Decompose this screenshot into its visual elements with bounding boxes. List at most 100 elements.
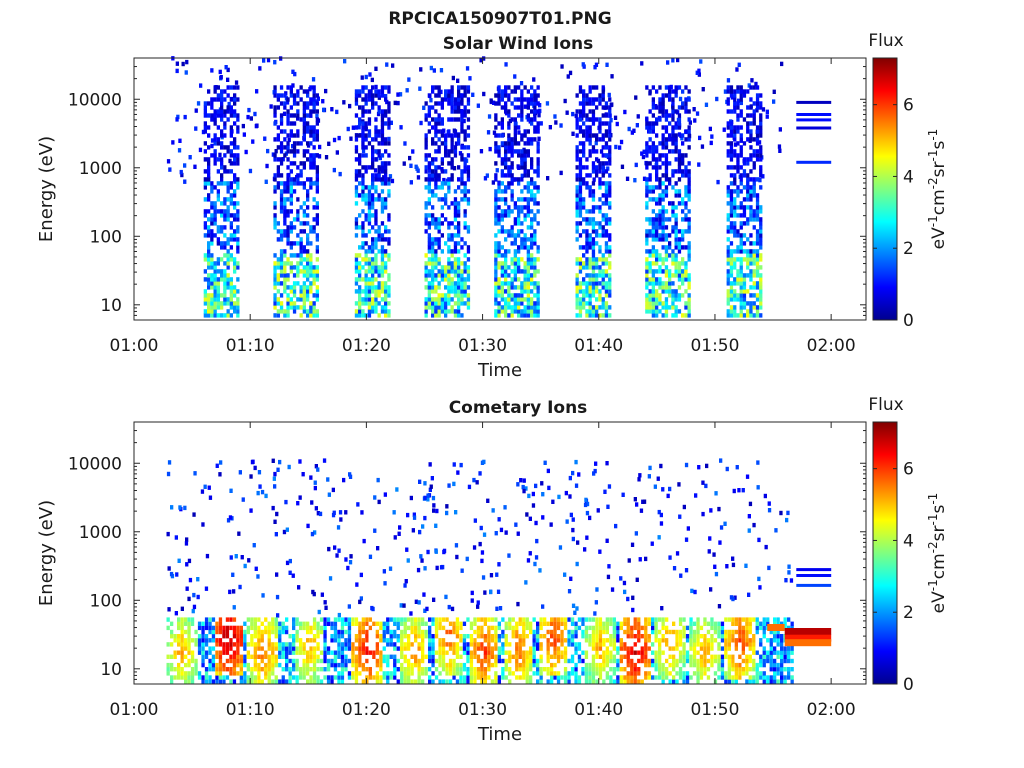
flux-cell <box>377 109 381 114</box>
flux-cell <box>424 165 428 170</box>
flux-cell <box>257 629 261 635</box>
flux-cell <box>393 535 397 540</box>
flux-cell <box>578 197 583 202</box>
flux-cell <box>507 213 511 218</box>
flux-cell <box>759 101 763 106</box>
flux-cell <box>687 137 691 142</box>
flux-cell <box>601 85 605 90</box>
flux-cell <box>504 257 508 262</box>
flux-cell <box>526 293 530 298</box>
flux-cell <box>215 650 219 655</box>
flux-cell <box>306 197 310 202</box>
flux-cell <box>274 662 278 668</box>
flux-cell <box>431 193 435 198</box>
flux-cell <box>566 74 570 79</box>
flux-cell <box>347 642 352 647</box>
flux-cell <box>733 153 737 158</box>
flux-cell <box>513 125 517 130</box>
flux-cell <box>293 71 297 77</box>
flux-cell <box>500 213 504 218</box>
flux-cell <box>279 93 284 98</box>
flux-cell <box>526 269 530 274</box>
flux-cell <box>170 634 174 639</box>
flux-cell <box>213 209 217 214</box>
flux-cell <box>530 281 534 286</box>
flux-cell <box>347 638 352 643</box>
flux-cell <box>507 281 511 286</box>
flux-cell <box>440 305 444 310</box>
flux-cell <box>239 675 243 680</box>
flux-cell <box>536 109 540 114</box>
flux-cell <box>226 273 230 278</box>
flux-cell <box>431 125 435 130</box>
flux-cell <box>444 285 448 290</box>
flux-cell <box>232 679 237 684</box>
flux-cell <box>246 662 250 668</box>
flux-cell <box>387 136 391 142</box>
flux-cell <box>575 305 579 310</box>
flux-cell <box>497 285 501 290</box>
flux-cell <box>729 273 734 278</box>
flux-cell <box>759 221 763 226</box>
flux-cell <box>296 241 300 246</box>
flux-cell <box>729 181 734 186</box>
flux-cell <box>648 185 652 190</box>
flux-cell <box>312 89 316 94</box>
flux-cell <box>236 97 240 102</box>
flux-cell <box>309 133 313 138</box>
flux-cell <box>755 309 760 314</box>
flux-cell <box>440 169 444 174</box>
flux-cell <box>736 101 740 106</box>
flux-cell <box>664 153 669 158</box>
flux-cell <box>460 285 464 290</box>
flux-cell <box>302 117 306 122</box>
flux-cell <box>435 565 439 571</box>
flux-cell <box>377 141 381 146</box>
flux-cell <box>497 265 501 270</box>
flux-cell <box>295 638 299 643</box>
flux-cell <box>354 137 359 142</box>
flux-cell <box>283 221 287 226</box>
flux-cell <box>276 281 280 286</box>
flux-cell <box>427 293 431 298</box>
flux-cell <box>664 245 669 250</box>
flux-cell <box>226 518 231 523</box>
flux-cell <box>315 153 319 158</box>
flux-cell <box>526 289 530 294</box>
flux-cell <box>497 277 501 282</box>
flux-cell <box>568 494 572 499</box>
flux-cell <box>210 277 214 282</box>
flux-cell <box>575 273 579 278</box>
flux-cell <box>671 261 675 266</box>
flux-cell <box>749 85 753 90</box>
flux-cell <box>371 273 375 278</box>
flux-cell <box>687 257 691 262</box>
flux-cell <box>463 209 467 214</box>
flux-cell <box>283 277 287 282</box>
flux-cell <box>749 153 753 158</box>
flux-cell <box>596 158 601 164</box>
flux-cell <box>575 125 579 130</box>
flux-cell <box>326 679 331 684</box>
flux-cell <box>520 165 524 170</box>
flux-cell <box>595 85 599 90</box>
flux-cell <box>523 97 527 102</box>
flux-cell <box>224 65 228 70</box>
flux-cell <box>374 157 378 162</box>
flux-cell <box>671 281 675 286</box>
flux-cell <box>661 269 665 274</box>
flux-cell <box>220 209 224 214</box>
flux-cell <box>289 209 293 214</box>
flux-cell <box>460 237 464 242</box>
flux-cell <box>651 293 655 298</box>
flux-cell <box>288 667 292 672</box>
flux-cell <box>250 617 254 622</box>
flux-cell <box>222 625 226 631</box>
flux-cell <box>286 157 290 162</box>
flux-cell <box>431 313 435 318</box>
flux-cell <box>408 155 412 161</box>
flux-cell <box>668 285 672 290</box>
flux-cell <box>315 173 319 178</box>
x-axis-label: Time <box>477 360 522 381</box>
flux-cell <box>306 621 310 626</box>
